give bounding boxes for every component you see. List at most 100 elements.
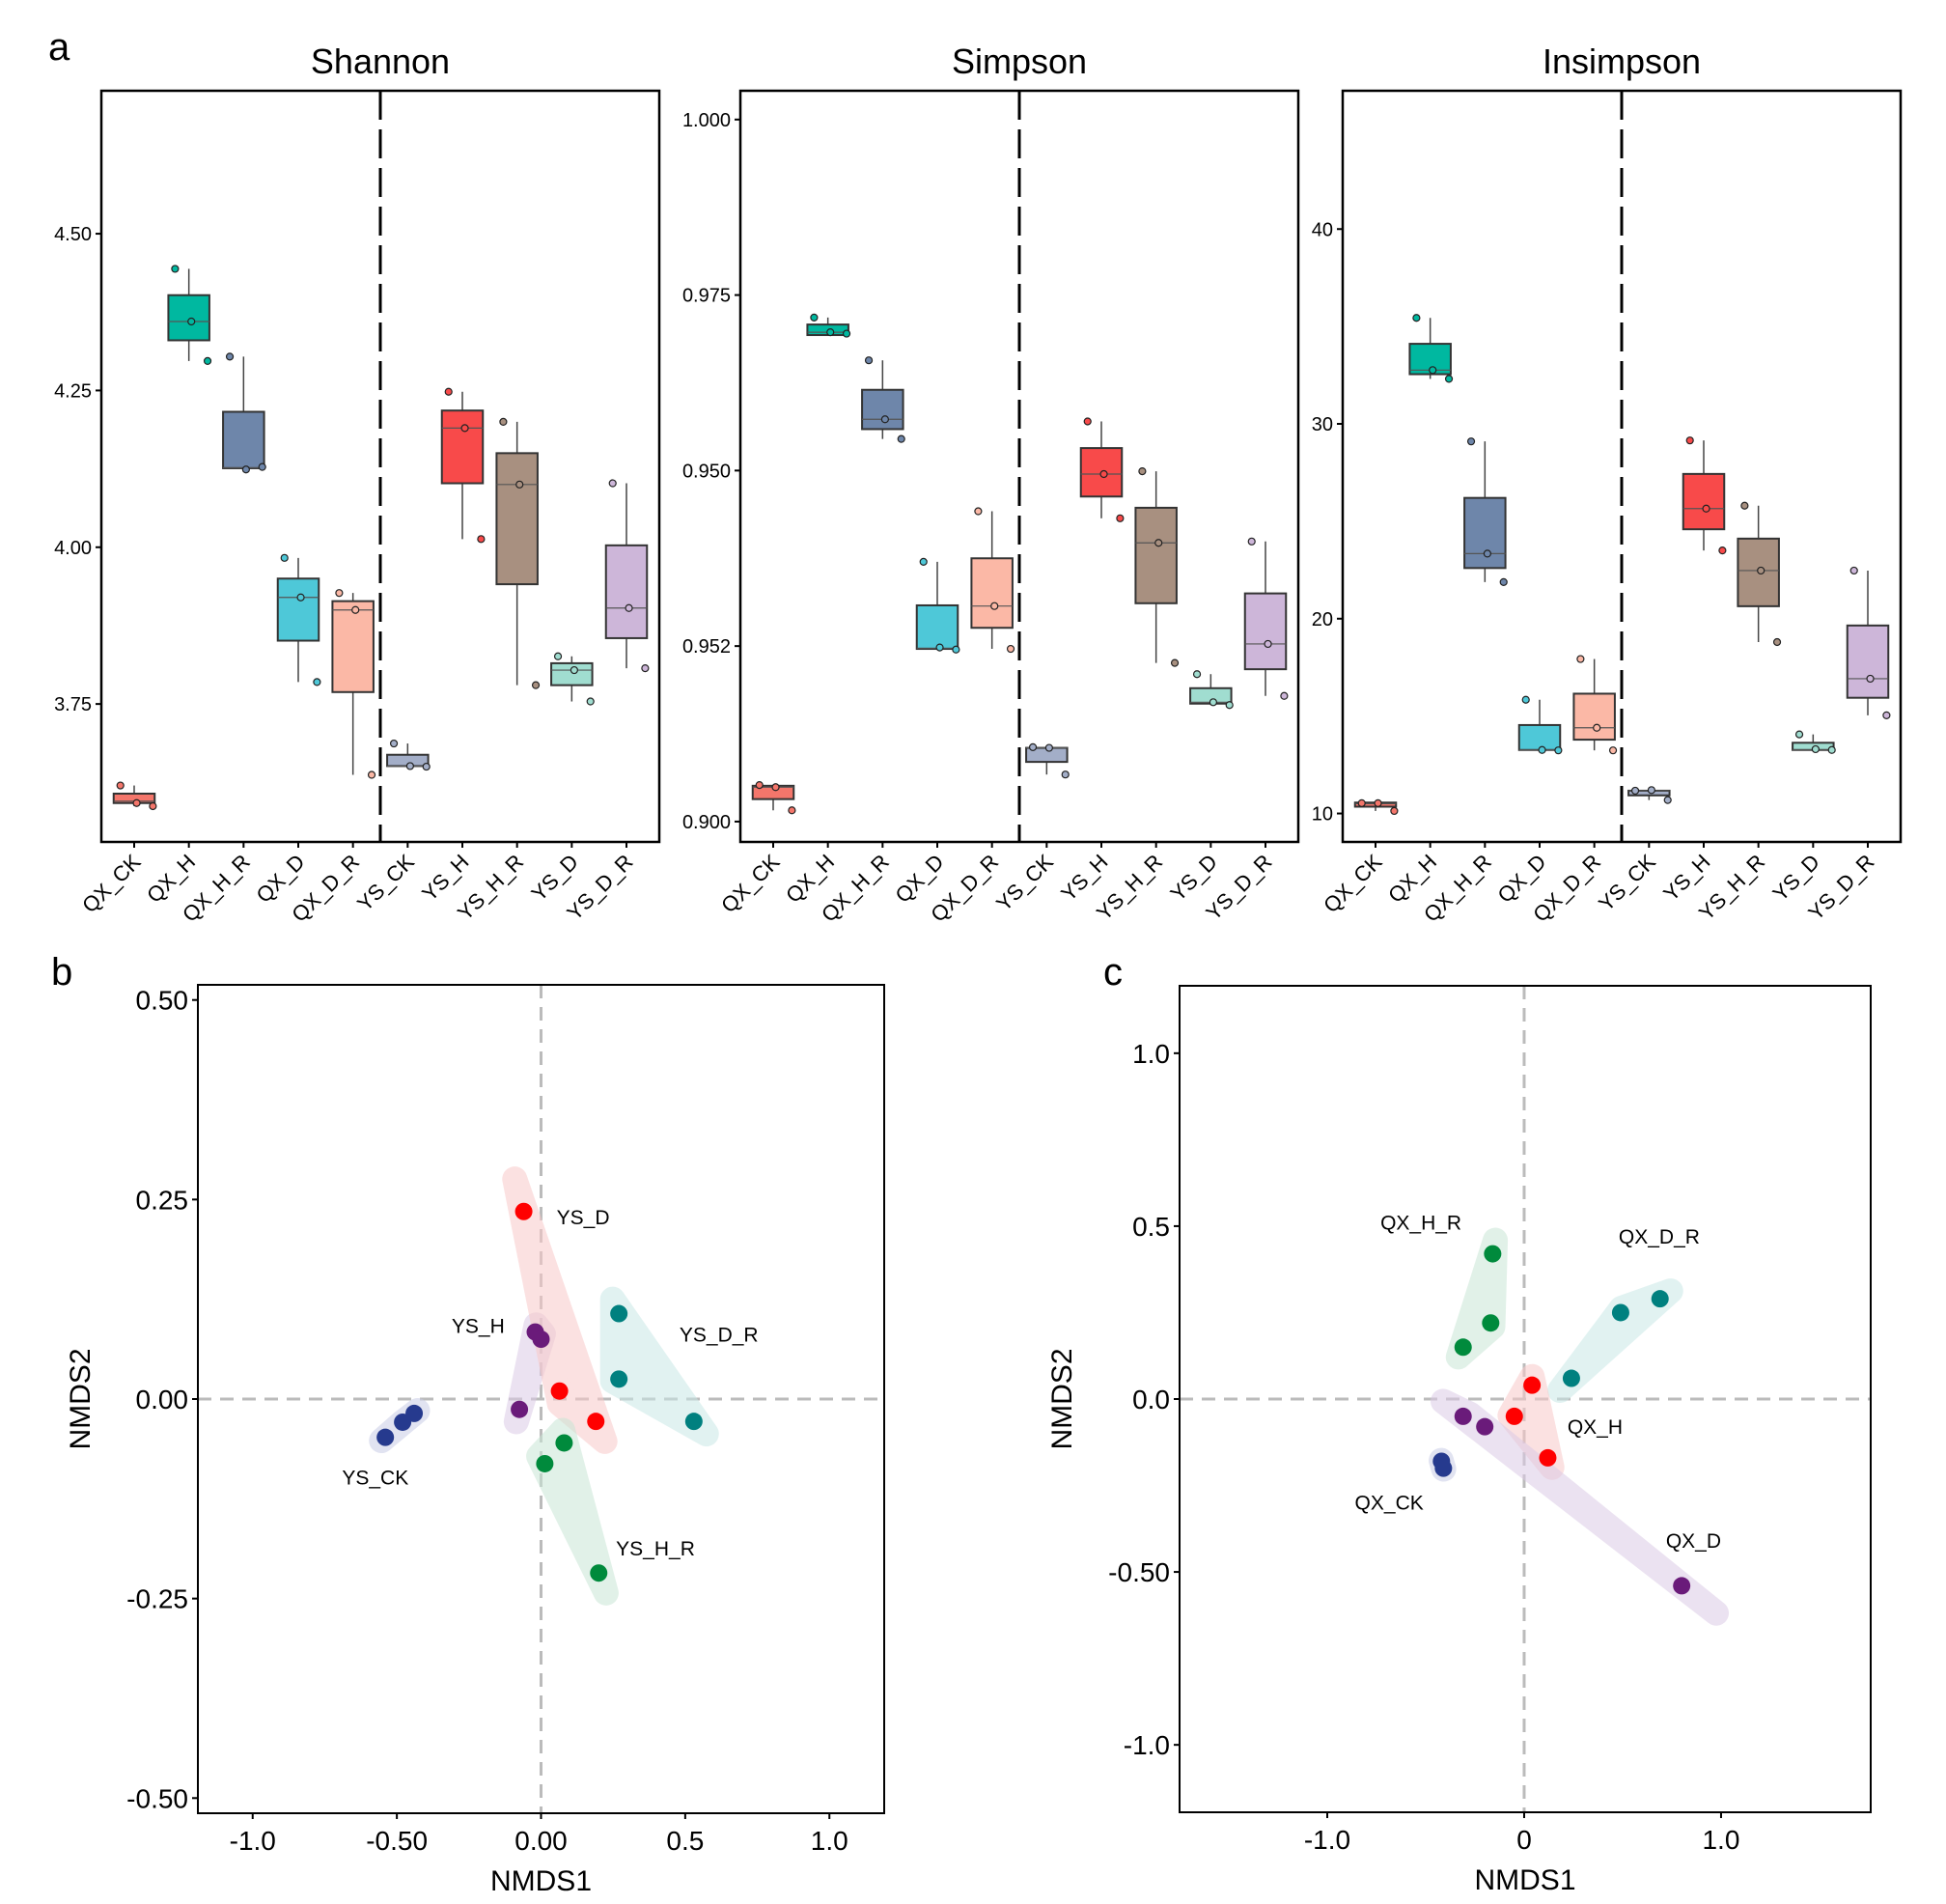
- box-YS_D_R: [1846, 566, 1891, 719]
- data-point: [477, 535, 486, 544]
- group-hull-QX_D: [1431, 1388, 1730, 1626]
- group-QX_D_R: QX_D_R: [1562, 1226, 1700, 1387]
- group-label: QX_D_R: [1619, 1226, 1700, 1248]
- data-point: [1794, 730, 1804, 739]
- data-point: [1718, 546, 1727, 555]
- data-point: [788, 806, 796, 815]
- data-point: [586, 697, 595, 706]
- group-label: YS_D_R: [680, 1324, 759, 1346]
- box-QX_H_R: [1463, 437, 1508, 586]
- data-point: [1476, 1417, 1494, 1436]
- group-label: QX_D: [1666, 1530, 1721, 1553]
- x-tick-label: YS_CK: [991, 850, 1058, 916]
- data-point: [555, 1434, 573, 1452]
- data-point: [990, 602, 999, 610]
- y-tick-label: 4.00: [54, 538, 92, 559]
- data-point: [1882, 711, 1891, 719]
- x-tick-label: QX_CK: [77, 850, 146, 918]
- box: [861, 388, 904, 431]
- data-point: [1138, 466, 1147, 476]
- data-point: [444, 387, 453, 396]
- x-tick-label: QX_CK: [716, 850, 785, 918]
- y-tick-label: 1.000: [682, 110, 731, 131]
- group-hull-YS_D_R: [599, 1286, 719, 1447]
- group-QX_D: QX_D: [1454, 1407, 1721, 1595]
- data-point: [1630, 786, 1640, 796]
- data-point: [1651, 1290, 1669, 1308]
- data-point: [1523, 1376, 1542, 1394]
- data-point: [1412, 314, 1421, 322]
- data-point: [313, 678, 321, 686]
- data-point: [1484, 1245, 1502, 1263]
- box: [1572, 692, 1616, 742]
- group-label: QX_H_R: [1380, 1213, 1461, 1235]
- box-YS_H: [1079, 417, 1125, 522]
- box-YS_D: [1792, 730, 1836, 754]
- y-tick-label: 1.0: [1132, 1039, 1170, 1069]
- data-point: [1608, 746, 1618, 755]
- box-YS_D_R: [1243, 537, 1289, 700]
- data-point: [610, 1370, 628, 1388]
- box-YS_D: [550, 652, 595, 706]
- data-point: [864, 356, 874, 365]
- y-tick-label: 0.952: [682, 636, 731, 658]
- data-point: [684, 1413, 703, 1431]
- box-QX_D: [915, 557, 960, 654]
- data-point: [1434, 1459, 1453, 1477]
- data-point: [241, 465, 250, 474]
- box-QX_H: [806, 313, 851, 338]
- box-QX_D_R: [1572, 655, 1618, 755]
- data-point: [771, 783, 780, 792]
- box-YS_H_R: [1134, 466, 1180, 667]
- data-point: [625, 603, 633, 612]
- data-point: [460, 424, 469, 433]
- data-point: [1611, 1303, 1629, 1322]
- data-point: [1192, 670, 1202, 679]
- data-point: [1390, 806, 1399, 816]
- data-point: [335, 589, 344, 598]
- data-point: [376, 1428, 395, 1446]
- group-hull-YS_H_R: [526, 1417, 619, 1606]
- box-QX_H: [1408, 314, 1454, 383]
- data-point: [351, 605, 360, 614]
- group-label: QX_H: [1568, 1416, 1623, 1439]
- plot-frame: [1341, 89, 1903, 844]
- data-point: [132, 798, 141, 807]
- data-point: [1740, 501, 1749, 510]
- box-QX_H_R: [222, 352, 266, 474]
- x-tick-label: 0: [1516, 1825, 1532, 1855]
- data-point: [952, 645, 960, 654]
- group-label: QX_CK: [1355, 1493, 1424, 1515]
- data-point: [1454, 1407, 1472, 1425]
- x-tick-label: 0.00: [514, 1826, 568, 1856]
- box-YS_CK: [1025, 742, 1070, 779]
- data-point: [1466, 437, 1476, 446]
- data-point: [1280, 691, 1289, 700]
- box: [167, 294, 210, 342]
- box-QX_CK: [751, 781, 796, 815]
- group-YS_D: YS_D: [514, 1202, 609, 1431]
- y-tick-label: 0.0: [1132, 1385, 1170, 1414]
- group-hull-QX_H: [1497, 1363, 1565, 1480]
- box-YS_H_R: [1737, 501, 1782, 647]
- data-point: [511, 1400, 529, 1418]
- chart-title: Simpson: [952, 42, 1087, 81]
- group-label: YS_H_R: [616, 1538, 695, 1560]
- data-point: [296, 593, 305, 602]
- box-YS_H: [1682, 436, 1727, 555]
- data-point: [587, 1413, 605, 1431]
- data-point: [1154, 539, 1163, 547]
- data-point: [1811, 744, 1820, 754]
- data-point: [1593, 723, 1601, 732]
- data-point: [880, 415, 889, 424]
- data-point: [919, 557, 928, 566]
- data-point: [755, 781, 764, 790]
- box-QX_D: [1517, 695, 1563, 755]
- data-point: [974, 507, 983, 516]
- box-QX_CK: [1353, 798, 1399, 816]
- x-axis-title: NMDS1: [490, 1865, 592, 1897]
- box-QX_D_R: [970, 507, 1015, 654]
- y-tick-label: -1.0: [1124, 1730, 1170, 1760]
- data-point: [405, 762, 414, 770]
